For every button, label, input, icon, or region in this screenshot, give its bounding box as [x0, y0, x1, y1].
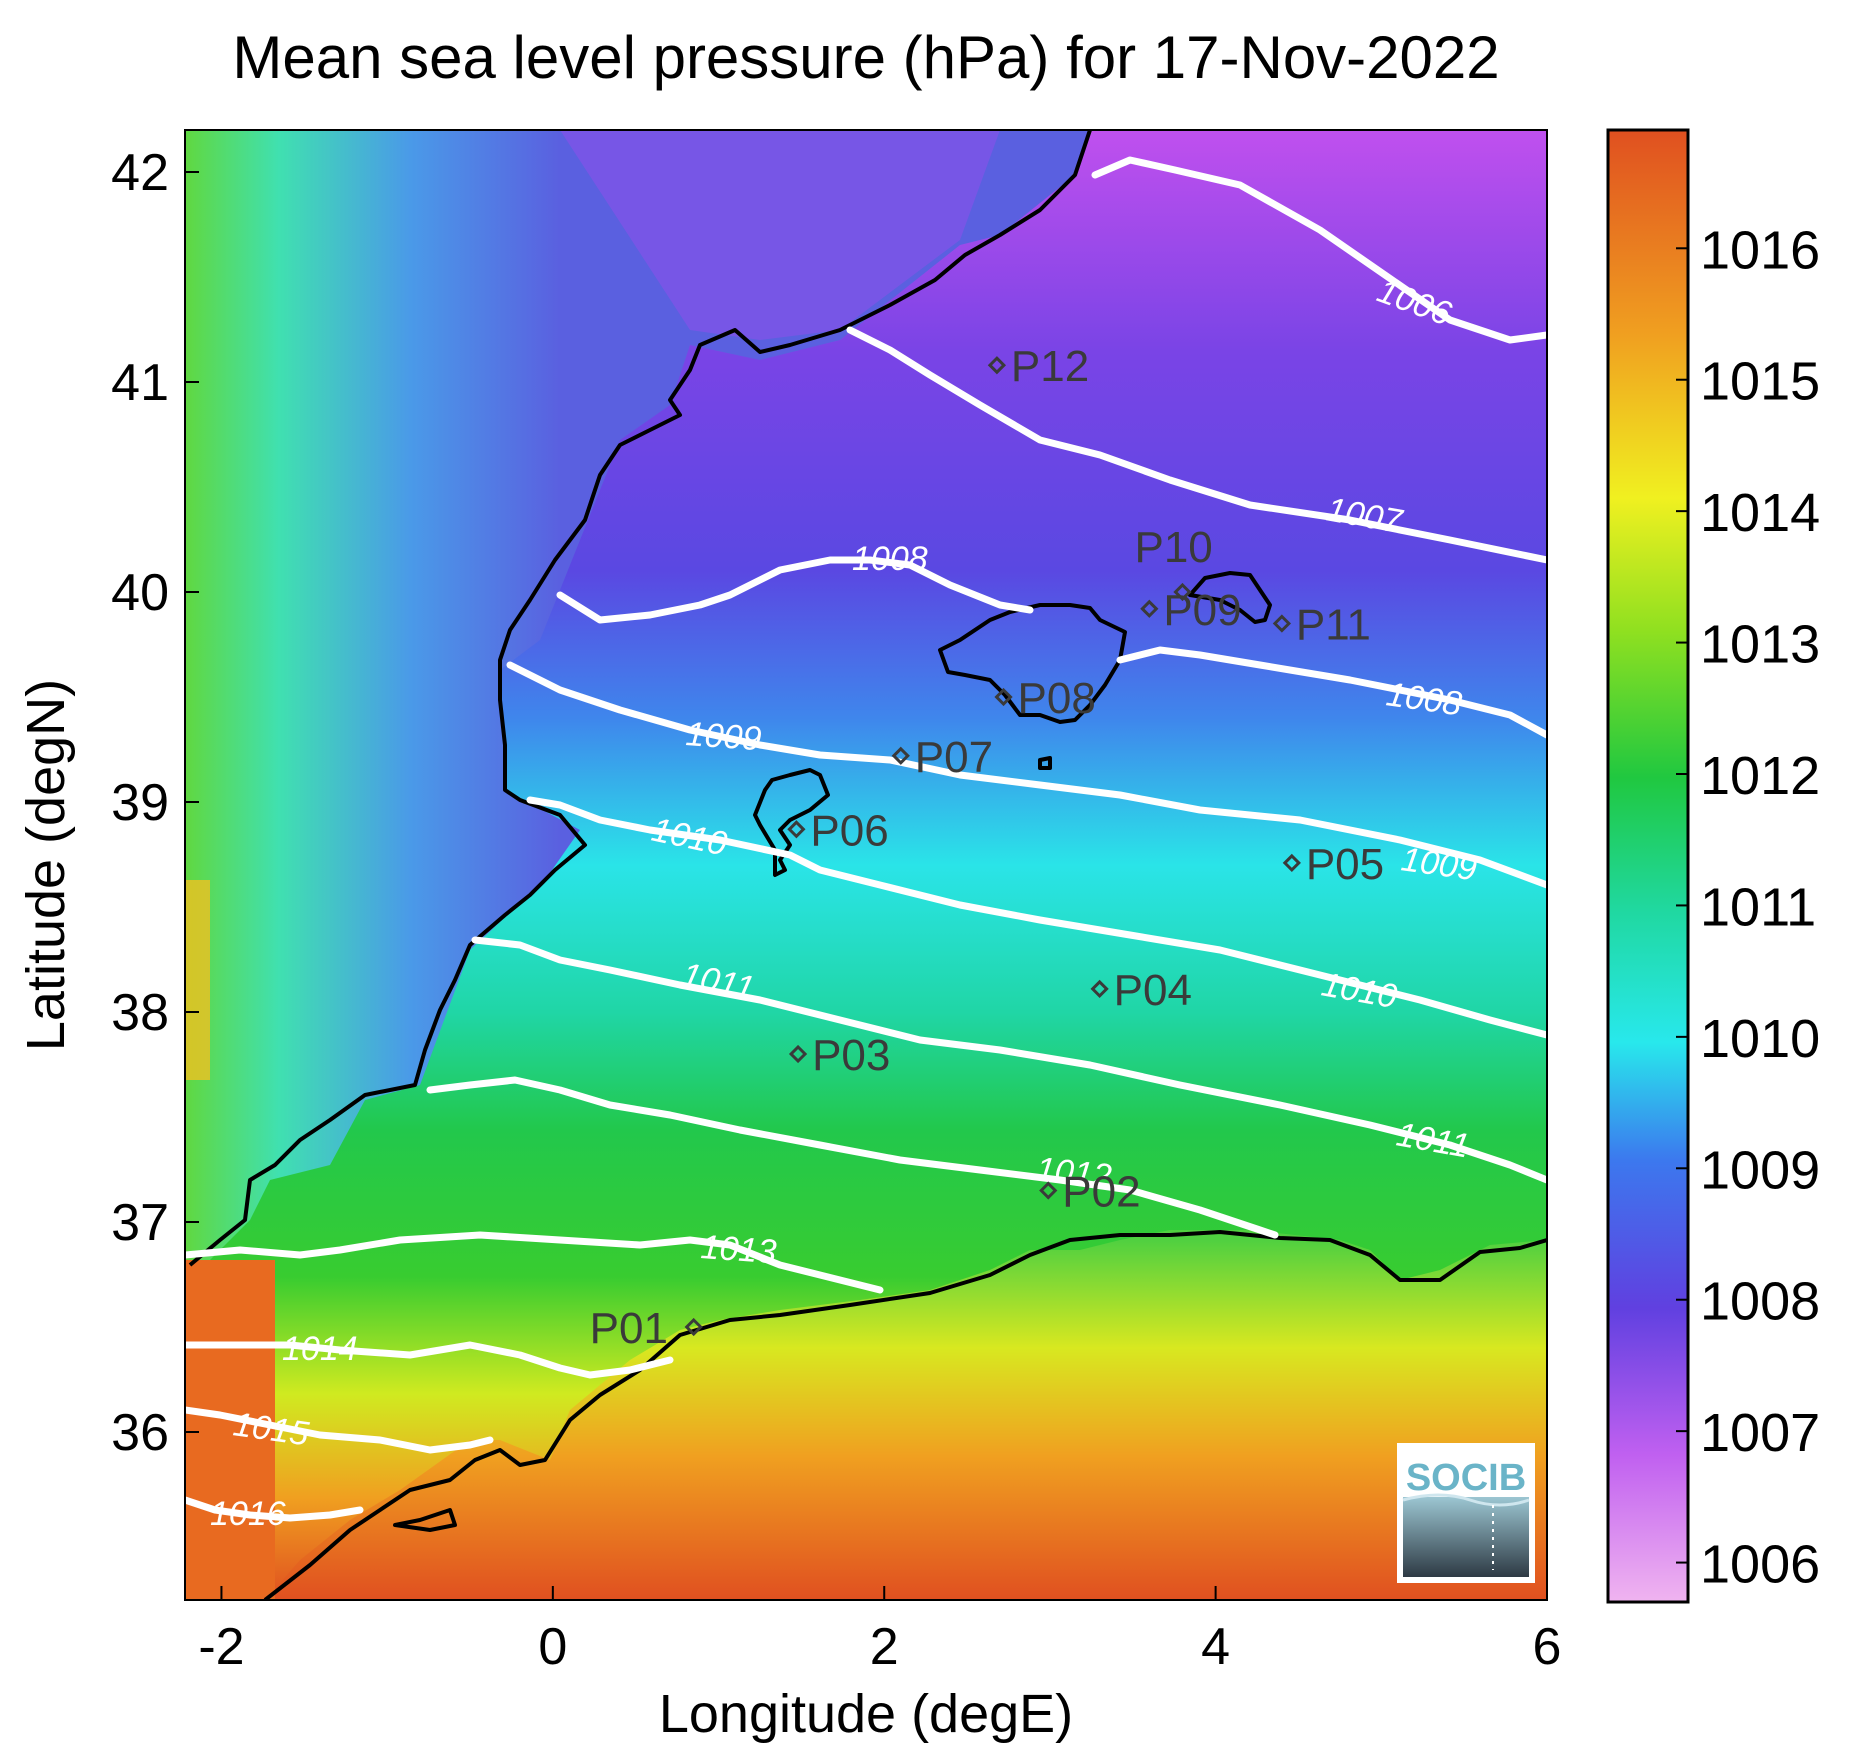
alboran-island	[393, 1508, 457, 1532]
colorbar: 1006 1007 1008 1009 1010 1011 1012 1013 1014 1015…	[1606, 128, 1820, 1604]
x-tick-label: 4	[1201, 1618, 1230, 1676]
colorbar-tick-label: 1015	[1700, 352, 1820, 412]
contour-1010	[526, 796, 1547, 1039]
contour-label-1016: 1016	[210, 1495, 286, 1533]
colorbar-gradient	[1606, 128, 1690, 1604]
colorbar-ticks: 1006 1007 1008 1009 1010 1011 1012 1013 1014 1015…	[1676, 220, 1820, 1595]
west-edge-strip	[185, 880, 210, 1080]
contour-1014	[185, 1341, 674, 1379]
colorbar-tick-label: 1011	[1700, 877, 1816, 937]
colorbar-tick-label: 1007	[1700, 1403, 1820, 1463]
x-axis-label: Longitude (degE)	[659, 1684, 1073, 1744]
x-tick-label: 2	[870, 1618, 899, 1676]
x-tick-label: -2	[198, 1618, 244, 1676]
north-africa-coastline	[263, 1230, 1547, 1600]
contour-1006	[1091, 156, 1547, 344]
colorbar-tick-label: 1014	[1700, 483, 1820, 543]
socib-logo: SOCIB	[1397, 1443, 1535, 1583]
cabrera-island	[1038, 756, 1052, 770]
y-tick-label: 41	[111, 354, 169, 412]
y-tick-label: 36	[111, 1404, 169, 1462]
colorbar-tick-label: 1006	[1700, 1535, 1820, 1595]
contour-1016	[185, 1496, 364, 1522]
station-label: P07	[915, 733, 993, 782]
contour-1008-west	[556, 556, 1034, 624]
contour-label-1014: 1014	[282, 1330, 358, 1368]
station-label: P04	[1114, 966, 1192, 1015]
station-marker	[891, 746, 910, 765]
y-tick-label: 38	[111, 984, 169, 1042]
y-tick-label: 42	[111, 144, 169, 202]
x-tick-label: 6	[1533, 1618, 1562, 1676]
contour-1015	[185, 1406, 494, 1454]
colorbar-tick-label: 1016	[1700, 220, 1820, 280]
station-marker	[684, 1317, 703, 1337]
ibiza-coastline	[753, 768, 830, 877]
station-marker	[787, 820, 806, 839]
station-marker	[1090, 979, 1109, 999]
station-label: P10	[1134, 523, 1212, 572]
station-label: P02	[1062, 1168, 1140, 1217]
iberia-land	[185, 130, 1090, 1270]
y-axis-ticks: 36 37 38 39 40 41 42	[111, 144, 199, 1462]
africa-land	[265, 1230, 1547, 1600]
contour-label-1008-west: 1008	[852, 540, 928, 578]
contour-label-1013: 1013	[699, 1228, 777, 1271]
socib-logo-text: SOCIB	[1406, 1457, 1526, 1499]
contour-1011	[471, 936, 1547, 1184]
menorca-coastline	[1188, 571, 1272, 624]
y-tick-label: 40	[111, 564, 169, 622]
x-axis-ticks: -2 0 2 4 6	[198, 1586, 1561, 1676]
station-label: P12	[1011, 342, 1089, 391]
contour-label-1012: 1012	[1034, 1150, 1113, 1196]
contour-1007	[846, 326, 1547, 564]
west-edge-land	[185, 1260, 275, 1600]
y-tick-label: 39	[111, 774, 169, 832]
station-marker	[1272, 614, 1292, 633]
contour-1009	[506, 661, 1547, 889]
colorbar-tick-label: 1009	[1700, 1140, 1820, 1200]
contour-1013	[185, 1231, 884, 1294]
map-title: Mean sea level pressure (hPa) for 17-Nov…	[232, 24, 1499, 91]
station-marker	[788, 1044, 808, 1064]
station-marker	[994, 687, 1013, 707]
station-marker	[1173, 582, 1192, 602]
y-tick-label: 37	[111, 1194, 169, 1252]
contour-1008-east	[1116, 646, 1547, 739]
station-label: P06	[810, 806, 888, 855]
station-label: P08	[1018, 674, 1096, 723]
station-label: P05	[1306, 840, 1384, 889]
station-marker	[987, 356, 1007, 375]
station-label: P01	[590, 1304, 668, 1353]
station-label: P11	[1296, 601, 1371, 650]
contour-label-1009-west: 1009	[684, 715, 762, 758]
colorbar-tick-label: 1013	[1700, 615, 1820, 675]
north-purple-land	[560, 130, 1000, 340]
colorbar-tick-label: 1008	[1700, 1272, 1820, 1332]
iberia-coastline	[188, 130, 1092, 1267]
colorbar-tick-label: 1012	[1700, 746, 1820, 806]
station-marker	[1140, 599, 1159, 618]
colorbar-tick-label: 1010	[1700, 1009, 1820, 1069]
station-marker	[1039, 1181, 1058, 1200]
y-axis-label: Latitude (degN)	[16, 679, 76, 1051]
station-marker	[1282, 853, 1301, 873]
x-tick-label: 0	[538, 1618, 567, 1676]
contour-1012	[426, 1076, 1279, 1239]
map-panel: 1006 1007 1008 1008 1009 1009 1010 1010 …	[185, 130, 1547, 1600]
map-frame	[184, 129, 1548, 1601]
station-label: P03	[812, 1031, 890, 1080]
